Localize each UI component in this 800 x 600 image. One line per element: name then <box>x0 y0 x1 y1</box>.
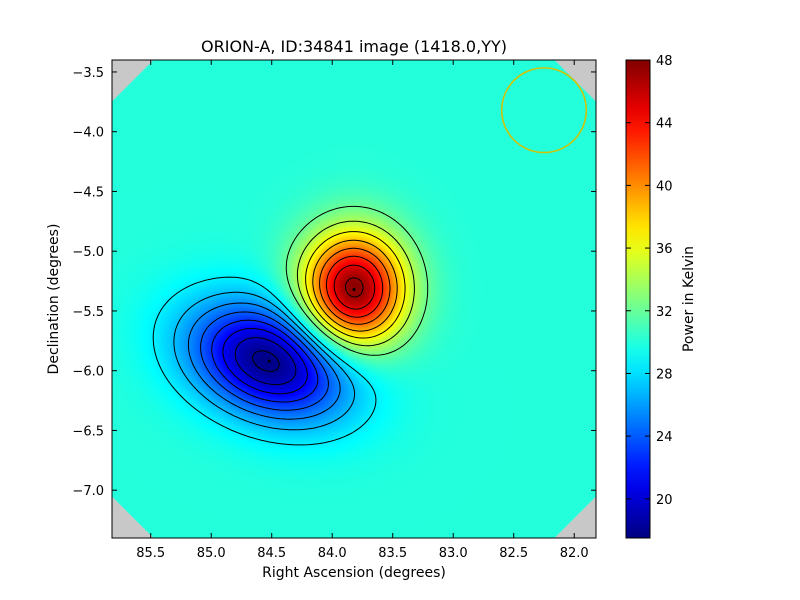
contour-line <box>252 350 280 372</box>
x-tick-label: 85.0 <box>197 546 226 561</box>
contour-line <box>345 277 364 298</box>
colorbar-tick-label: 28 <box>656 367 673 382</box>
x-axis-label: Right Ascension (degrees) <box>262 565 446 581</box>
x-tick-label: 82.0 <box>560 546 589 561</box>
colorbar-ticks: 20 24 28 32 36 40 44 48 <box>626 54 673 508</box>
y-tick-label: −4.0 <box>72 126 104 141</box>
colorbar-tick-label: 44 <box>656 117 673 132</box>
y-tick-label: −5.5 <box>72 305 104 320</box>
heatmap-image <box>112 60 596 538</box>
peak-marker <box>267 359 271 363</box>
contour-line <box>325 255 384 318</box>
contour-line <box>187 302 341 420</box>
colorbar-gradient <box>625 59 651 539</box>
colorbar-tick-label: 32 <box>656 305 673 320</box>
y-tick-label: −4.5 <box>72 185 104 200</box>
x-axis: 85.5 85.0 84.5 84.0 83.5 83.0 82.5 82.0 <box>136 60 589 561</box>
x-tick-label: 83.0 <box>439 546 468 561</box>
contour-line <box>296 220 415 347</box>
contour-line <box>312 239 398 332</box>
contour-line <box>319 247 391 325</box>
chart-title: ORION-A, ID:34841 image (1418.0,YY) <box>201 37 507 56</box>
x-tick-label: 83.5 <box>378 546 407 561</box>
colorbar-tick-label: 20 <box>656 493 673 508</box>
contour-line <box>234 337 297 386</box>
contour-line <box>222 328 308 395</box>
contour-line <box>200 311 329 411</box>
y-axis: −3.5 −4.0 −4.5 −5.0 −5.5 −6.0 −6.5 −7.0 <box>72 66 596 499</box>
contour-lines <box>152 205 429 446</box>
x-tick-label: 84.5 <box>257 546 286 561</box>
x-tick-label: 84.0 <box>318 546 347 561</box>
x-tick-label: 82.5 <box>499 546 528 561</box>
x-tick-label: 85.5 <box>136 546 165 561</box>
colorbar-tick-label: 36 <box>656 242 673 257</box>
contour-line <box>152 276 377 446</box>
colorbar-tick-label: 40 <box>656 179 673 194</box>
y-tick-label: −7.0 <box>72 484 104 499</box>
contour-line <box>333 264 376 310</box>
contour-line <box>285 205 429 356</box>
y-tick-label: −5.0 <box>72 245 104 260</box>
contour-line <box>173 291 356 431</box>
colorbar-label: Power in Kelvin <box>681 246 697 352</box>
colorbar: 20 24 28 32 36 40 44 48 <box>625 54 673 539</box>
plot-frame <box>111 59 597 539</box>
contour-line <box>305 231 406 339</box>
colorbar-tick-label: 24 <box>656 430 673 445</box>
y-tick-label: −6.5 <box>72 424 104 439</box>
colorbar-tick-label: 48 <box>656 54 673 69</box>
y-tick-label: −6.0 <box>72 365 104 380</box>
y-tick-label: −3.5 <box>72 66 104 81</box>
y-axis-label: Declination (degrees) <box>46 224 62 375</box>
beam-circle <box>500 67 588 154</box>
peak-marker <box>352 287 356 291</box>
contour-line <box>211 319 319 403</box>
